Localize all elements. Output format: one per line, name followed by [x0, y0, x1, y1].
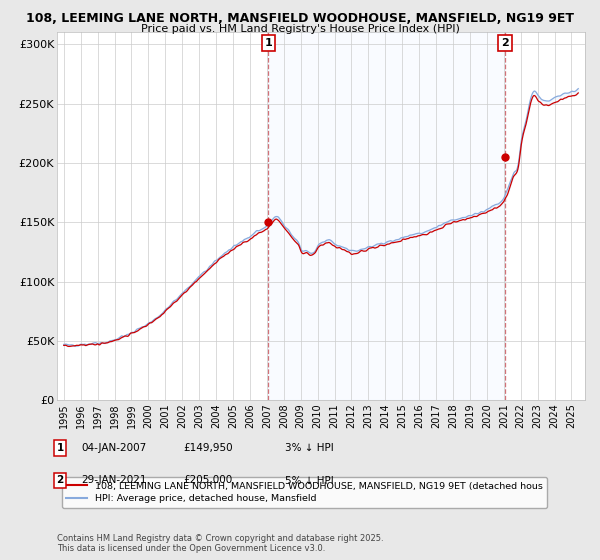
Text: Price paid vs. HM Land Registry's House Price Index (HPI): Price paid vs. HM Land Registry's House …: [140, 24, 460, 34]
Text: 108, LEEMING LANE NORTH, MANSFIELD WOODHOUSE, MANSFIELD, NG19 9ET: 108, LEEMING LANE NORTH, MANSFIELD WOODH…: [26, 12, 574, 25]
Text: 5% ↓ HPI: 5% ↓ HPI: [285, 475, 334, 486]
Text: £149,950: £149,950: [183, 443, 233, 453]
Text: 1: 1: [265, 38, 272, 48]
Text: 29-JAN-2021: 29-JAN-2021: [81, 475, 146, 486]
Text: 2: 2: [56, 475, 64, 486]
Text: £205,000: £205,000: [183, 475, 232, 486]
Bar: [268, 32, 505, 400]
Text: Contains HM Land Registry data © Crown copyright and database right 2025.
This d: Contains HM Land Registry data © Crown c…: [57, 534, 383, 553]
Text: 2: 2: [501, 38, 509, 48]
Text: 1: 1: [56, 443, 64, 453]
Text: 3% ↓ HPI: 3% ↓ HPI: [285, 443, 334, 453]
Text: 04-JAN-2007: 04-JAN-2007: [81, 443, 146, 453]
Legend: 108, LEEMING LANE NORTH, MANSFIELD WOODHOUSE, MANSFIELD, NG19 9ET (detached hous: 108, LEEMING LANE NORTH, MANSFIELD WOODH…: [62, 477, 547, 508]
